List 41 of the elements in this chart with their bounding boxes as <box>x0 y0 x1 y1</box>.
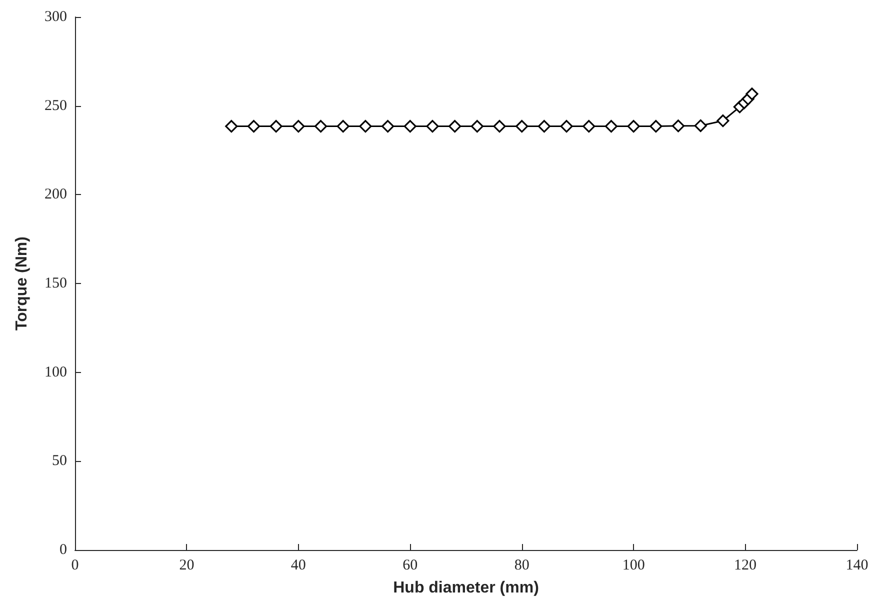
x-axis-title: Hub diameter (mm) <box>393 580 539 596</box>
point <box>493 120 506 133</box>
point <box>225 120 238 133</box>
x-tick-label: 0 <box>71 558 79 574</box>
point <box>292 120 305 133</box>
point <box>560 120 573 133</box>
point <box>314 120 328 133</box>
point <box>604 120 618 133</box>
x-tick-label: 100 <box>622 558 645 574</box>
point <box>359 120 372 133</box>
point <box>404 120 416 133</box>
y-tick-label: 200 <box>44 186 67 203</box>
point <box>382 120 394 133</box>
x-tick-label: 60 <box>402 558 418 574</box>
x-tick-label: 40 <box>290 558 306 574</box>
point <box>694 119 707 132</box>
point <box>270 120 282 133</box>
y-tick-label: 250 <box>44 98 67 114</box>
y-axis-title: Torque (Nm) <box>14 236 30 330</box>
point <box>470 120 484 133</box>
point <box>426 120 439 133</box>
y-tick-label: 300 <box>44 9 67 25</box>
point <box>247 120 260 133</box>
point <box>716 114 730 128</box>
y-tick-label: 100 <box>44 364 67 380</box>
point <box>448 120 462 133</box>
point <box>746 88 758 100</box>
point <box>336 120 350 133</box>
point <box>516 120 528 133</box>
point <box>582 120 596 133</box>
point <box>650 120 662 133</box>
y-tick-label: 50 <box>52 453 67 470</box>
x-tick-label: 120 <box>734 558 757 574</box>
x-tick-label: 20 <box>179 558 194 574</box>
y-tick-label: 150 <box>44 276 67 292</box>
point <box>627 120 640 133</box>
point <box>672 120 685 132</box>
x-tick-label: 80 <box>514 558 530 574</box>
point <box>538 120 550 133</box>
y-tick-label: 0 <box>60 542 67 558</box>
x-tick-label: 140 <box>846 558 868 574</box>
